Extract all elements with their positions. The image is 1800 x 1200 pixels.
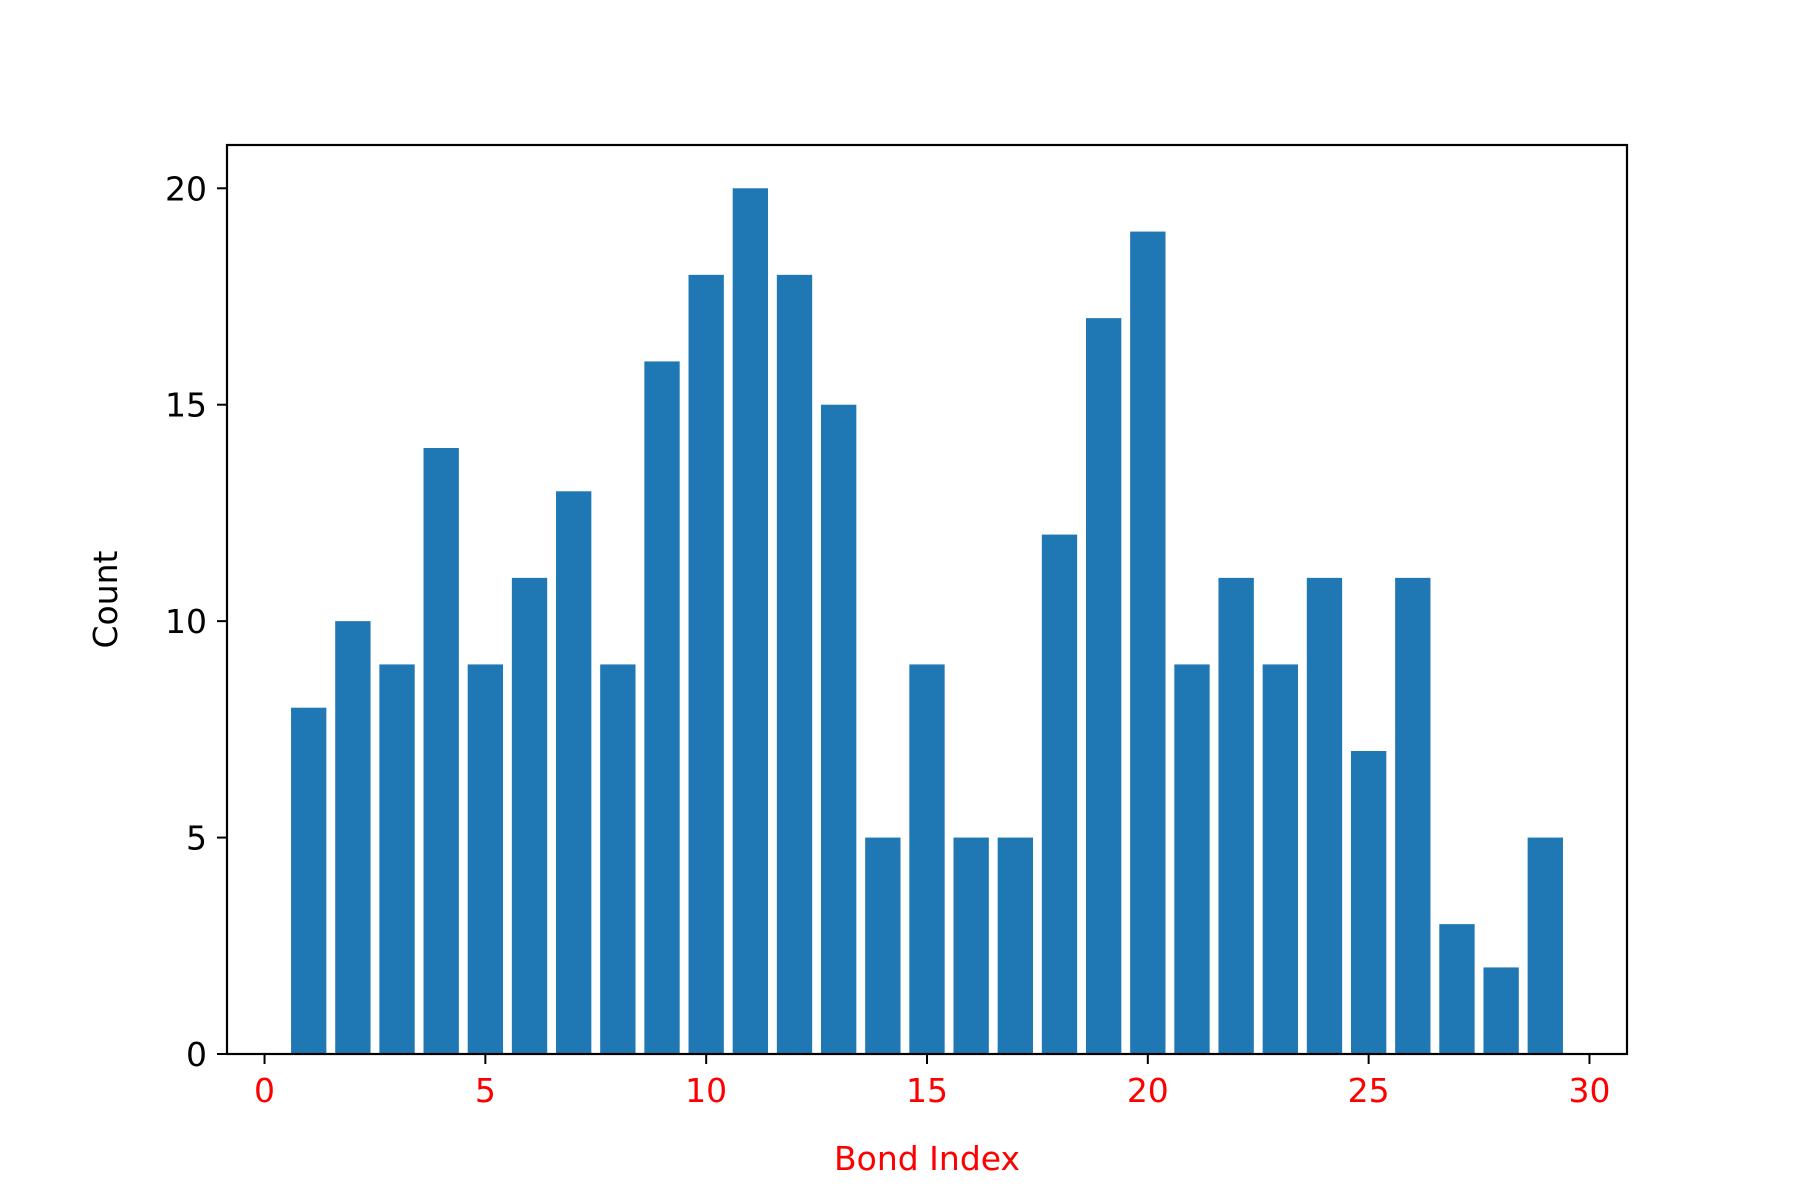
bar-3 (379, 664, 415, 1054)
bar-15 (909, 664, 945, 1054)
bar-1 (291, 707, 327, 1054)
bar-22 (1218, 577, 1254, 1054)
bar-16 (953, 837, 989, 1054)
y-tick-label: 20 (165, 169, 207, 208)
y-axis-label: Count (86, 550, 125, 648)
bar-18 (1041, 534, 1078, 1054)
bar-17 (997, 837, 1033, 1054)
bar-7 (556, 491, 592, 1054)
bar-23 (1262, 664, 1298, 1054)
bar-4 (423, 448, 459, 1054)
bar-25 (1350, 751, 1387, 1054)
bar-21 (1174, 664, 1210, 1054)
bar-28 (1483, 967, 1519, 1054)
plot-frame (225, 143, 1629, 1056)
bar-24 (1306, 577, 1343, 1054)
bar-29 (1527, 837, 1563, 1054)
y-tick-label: 0 (186, 1035, 207, 1074)
y-tick-label: 10 (165, 602, 207, 641)
bar-19 (1085, 318, 1122, 1055)
bar-6 (511, 577, 548, 1054)
bar-20 (1130, 231, 1166, 1055)
x-tick-label: 20 (1127, 1071, 1169, 1110)
bar-8 (600, 664, 636, 1054)
bar-26 (1395, 577, 1431, 1054)
bar-5 (467, 664, 504, 1054)
x-axis-ticks: 0 5 10 15 20 25 30 (254, 1054, 1610, 1110)
y-tick-label: 15 (165, 386, 207, 425)
y-tick-label: 5 (186, 819, 207, 858)
bars-group (291, 188, 1563, 1055)
y-axis-ticks: 0 5 10 15 20 (165, 169, 227, 1074)
x-tick-label: 5 (475, 1071, 496, 1110)
bar-27 (1439, 924, 1475, 1054)
bar-2 (335, 621, 371, 1054)
x-tick-label: 15 (906, 1071, 948, 1110)
bar-12 (776, 274, 813, 1054)
x-tick-label: 30 (1568, 1071, 1610, 1110)
x-axis-label: Bond Index (834, 1139, 1020, 1178)
bar-14 (865, 837, 901, 1054)
x-tick-label: 25 (1348, 1071, 1390, 1110)
bar-9 (644, 361, 680, 1054)
bar-10 (688, 274, 724, 1054)
x-tick-label: 10 (685, 1071, 727, 1110)
bar-13 (821, 404, 857, 1054)
x-tick-label: 0 (254, 1071, 275, 1110)
bar-11 (732, 188, 769, 1055)
